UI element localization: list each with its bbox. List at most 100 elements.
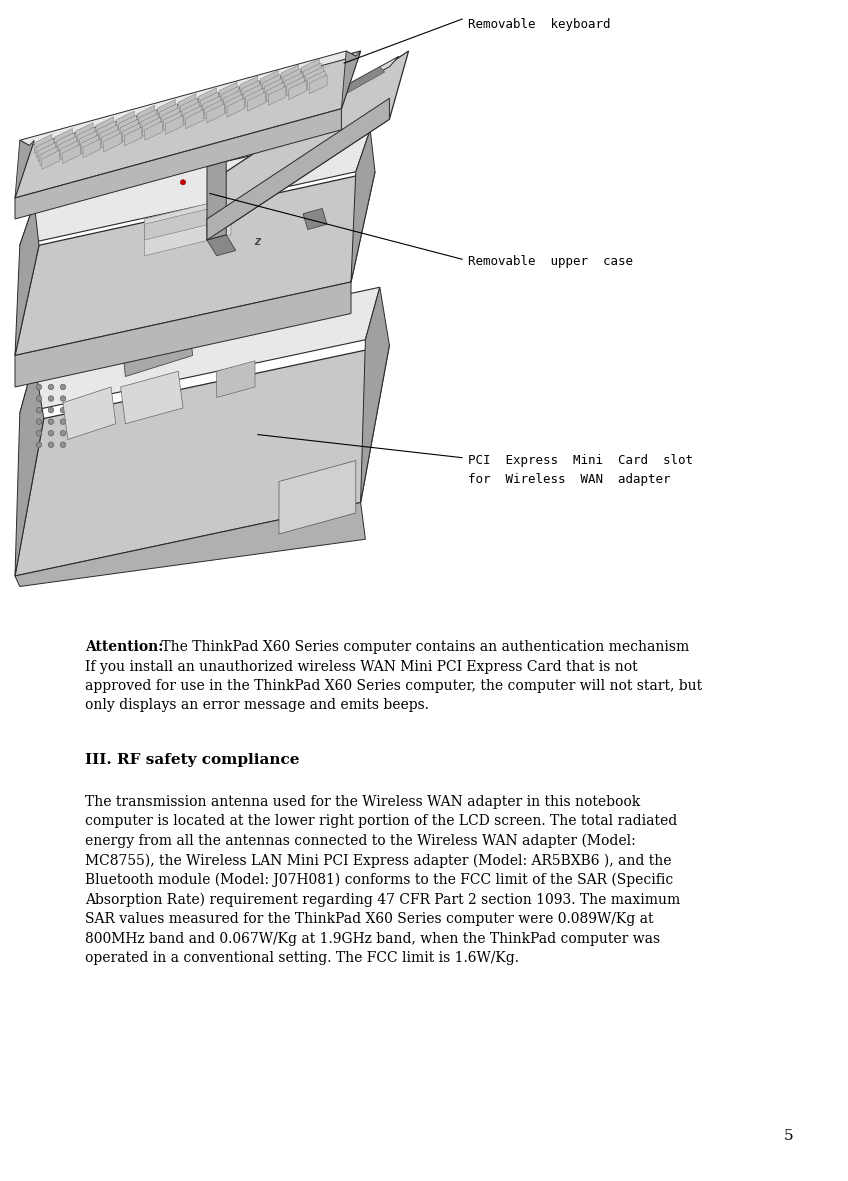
Polygon shape xyxy=(307,71,325,90)
Polygon shape xyxy=(120,371,183,424)
Polygon shape xyxy=(305,67,323,86)
Text: only displays an error message and emits beeps.: only displays an error message and emits… xyxy=(85,698,429,712)
Polygon shape xyxy=(198,87,216,106)
Circle shape xyxy=(48,407,53,413)
Polygon shape xyxy=(221,86,239,105)
Polygon shape xyxy=(141,113,159,132)
Polygon shape xyxy=(75,123,93,142)
Circle shape xyxy=(181,180,186,184)
Polygon shape xyxy=(145,198,231,256)
Polygon shape xyxy=(266,83,284,102)
Text: Bluetooth module (Model: J07H081) conforms to the FCC limit of the SAR (Specific: Bluetooth module (Model: J07H081) confor… xyxy=(85,873,673,887)
Text: Removable  upper  case: Removable upper case xyxy=(468,255,633,268)
Polygon shape xyxy=(77,126,95,145)
Polygon shape xyxy=(142,117,160,136)
Polygon shape xyxy=(40,146,58,165)
Circle shape xyxy=(48,384,53,390)
Polygon shape xyxy=(260,71,278,90)
Circle shape xyxy=(60,430,66,436)
Polygon shape xyxy=(216,360,255,398)
Polygon shape xyxy=(15,171,375,355)
Polygon shape xyxy=(38,143,56,162)
Polygon shape xyxy=(161,107,179,126)
Circle shape xyxy=(82,340,92,350)
Text: SAR values measured for the ThinkPad X60 Series computer were 0.089W/Kg at: SAR values measured for the ThinkPad X60… xyxy=(85,912,654,926)
Circle shape xyxy=(60,419,66,424)
Polygon shape xyxy=(268,86,286,105)
Polygon shape xyxy=(20,51,356,145)
Polygon shape xyxy=(262,74,280,93)
Polygon shape xyxy=(20,287,380,413)
Polygon shape xyxy=(79,131,97,150)
Polygon shape xyxy=(20,130,371,246)
Polygon shape xyxy=(180,98,198,117)
Polygon shape xyxy=(182,102,200,120)
Polygon shape xyxy=(207,162,226,240)
Polygon shape xyxy=(248,92,265,111)
Polygon shape xyxy=(55,129,73,148)
Polygon shape xyxy=(283,68,301,87)
Text: MC8755), the Wireless LAN Mini PCI Express adapter (Model: AR5BXB6 ), and the: MC8755), the Wireless LAN Mini PCI Expre… xyxy=(85,854,672,868)
Polygon shape xyxy=(34,135,52,154)
Text: operated in a conventional setting. The FCC limit is 1.6W/Kg.: operated in a conventional setting. The … xyxy=(85,951,519,965)
Polygon shape xyxy=(15,109,342,218)
Polygon shape xyxy=(164,111,181,130)
Polygon shape xyxy=(15,282,351,387)
Text: 5: 5 xyxy=(784,1129,793,1143)
Polygon shape xyxy=(225,94,243,113)
Polygon shape xyxy=(15,51,360,198)
Text: The ThinkPad X60 Series computer contains an authentication mechanism: The ThinkPad X60 Series computer contain… xyxy=(157,640,689,654)
Text: If you install an unauthorized wireless WAN Mini PCI Express Card that is not: If you install an unauthorized wireless … xyxy=(85,659,638,673)
Polygon shape xyxy=(15,502,365,587)
Polygon shape xyxy=(122,123,140,142)
Polygon shape xyxy=(220,81,237,102)
Text: III. RF safety compliance: III. RF safety compliance xyxy=(85,753,299,766)
Circle shape xyxy=(60,384,66,390)
Text: Removable  keyboard: Removable keyboard xyxy=(468,18,611,31)
Polygon shape xyxy=(240,77,258,96)
Text: The transmission antenna used for the Wireless WAN adapter in this notebook: The transmission antenna used for the Wi… xyxy=(85,795,640,809)
Polygon shape xyxy=(310,74,327,93)
Polygon shape xyxy=(198,282,308,345)
Polygon shape xyxy=(36,138,54,157)
Text: PCI  Express  Mini  Card  slot
for  Wireless  WAN  adapter: PCI Express Mini Card slot for Wireless … xyxy=(468,454,693,487)
Polygon shape xyxy=(103,133,121,152)
Text: approved for use in the ThinkPad X60 Series computer, the computer will not star: approved for use in the ThinkPad X60 Ser… xyxy=(85,679,702,693)
Polygon shape xyxy=(57,132,75,151)
Polygon shape xyxy=(83,138,101,158)
Polygon shape xyxy=(265,78,282,97)
Polygon shape xyxy=(120,308,192,377)
Circle shape xyxy=(60,407,66,413)
Polygon shape xyxy=(98,120,115,139)
Circle shape xyxy=(60,442,66,448)
Polygon shape xyxy=(279,461,356,534)
Polygon shape xyxy=(96,117,114,136)
Polygon shape xyxy=(342,51,360,109)
Polygon shape xyxy=(178,93,196,112)
Circle shape xyxy=(36,430,42,436)
Polygon shape xyxy=(287,77,304,96)
Polygon shape xyxy=(281,65,298,84)
Polygon shape xyxy=(59,137,76,156)
Circle shape xyxy=(48,430,53,436)
Polygon shape xyxy=(207,51,409,240)
Polygon shape xyxy=(63,167,73,188)
Circle shape xyxy=(75,333,99,357)
Polygon shape xyxy=(223,90,241,109)
Polygon shape xyxy=(145,122,163,141)
Polygon shape xyxy=(120,119,138,138)
Polygon shape xyxy=(124,128,142,146)
Polygon shape xyxy=(227,98,245,117)
Polygon shape xyxy=(139,110,157,129)
Polygon shape xyxy=(15,360,44,576)
Polygon shape xyxy=(48,167,59,188)
Polygon shape xyxy=(15,203,39,355)
Polygon shape xyxy=(207,98,389,240)
Polygon shape xyxy=(207,235,236,256)
Polygon shape xyxy=(81,135,99,154)
Circle shape xyxy=(48,442,53,448)
Polygon shape xyxy=(42,150,59,169)
Circle shape xyxy=(48,396,53,402)
Circle shape xyxy=(48,419,53,424)
Polygon shape xyxy=(186,110,204,129)
